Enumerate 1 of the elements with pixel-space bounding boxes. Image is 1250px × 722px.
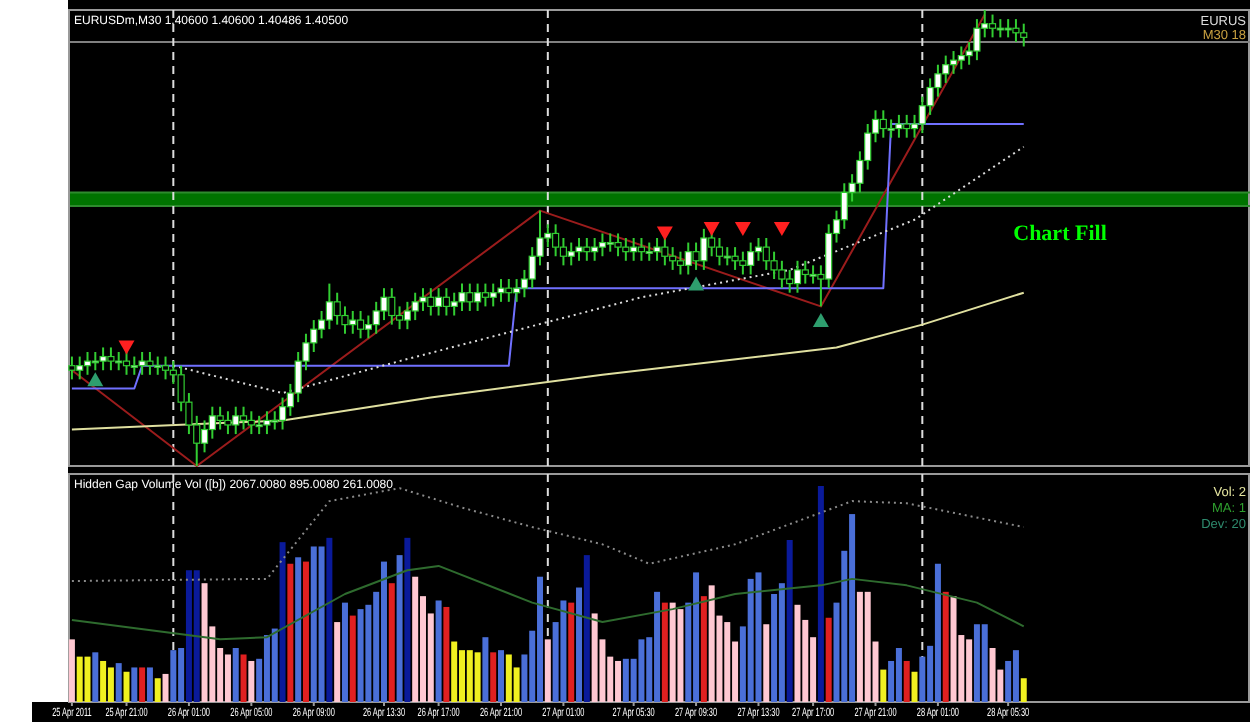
band-label: Chart Fill <box>1013 222 1107 247</box>
